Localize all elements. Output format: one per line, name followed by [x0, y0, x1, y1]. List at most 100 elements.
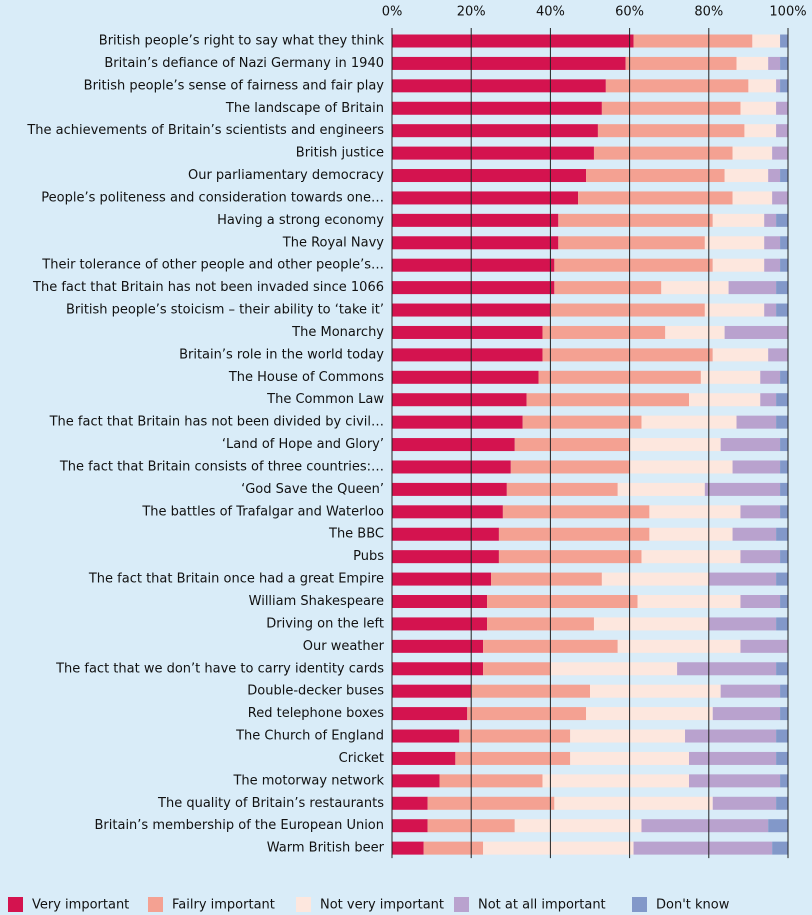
bar-segment: [392, 841, 424, 855]
bar-segment: [780, 482, 788, 496]
bar-segment: [423, 841, 484, 855]
category-label: Our weather: [303, 639, 385, 654]
bar-segment: [776, 101, 788, 115]
bar-segment: [427, 796, 555, 810]
bar-segment: [498, 527, 650, 541]
bar-segment: [689, 774, 781, 788]
bar-segment: [665, 325, 725, 339]
bar-segment: [392, 370, 539, 384]
category-label: The fact that Britain consists of three …: [59, 459, 384, 474]
bar-segment: [704, 482, 781, 496]
category-label: The House of Commons: [228, 370, 384, 385]
bar-segment: [780, 34, 788, 48]
bar-segment: [392, 281, 555, 295]
x-tick-label: 40%: [536, 5, 565, 20]
bar-segment: [712, 348, 769, 362]
bar-segment: [704, 303, 765, 317]
bar-segment: [578, 191, 733, 205]
bar-segment: [712, 258, 765, 272]
bar-segment: [586, 707, 713, 721]
bar-segment: [625, 56, 737, 70]
bar-segment: [392, 258, 555, 272]
x-tick-label: 100%: [769, 5, 806, 20]
bar-segment: [724, 169, 769, 183]
bar-segment: [740, 639, 788, 653]
bar-segment: [780, 438, 788, 452]
bar-segment: [776, 393, 788, 407]
bar-segment: [649, 527, 733, 541]
bar-segment: [498, 550, 642, 564]
bar-segment: [776, 572, 788, 586]
bar-segment: [392, 169, 587, 183]
bar-segment: [593, 146, 733, 160]
bar-segment: [736, 56, 769, 70]
bar-segment: [768, 348, 788, 362]
bar-segment: [617, 639, 741, 653]
bar-segment: [502, 505, 650, 519]
category-label: Britain’s role in the world today: [179, 347, 384, 362]
category-label: The Common Law: [266, 392, 384, 407]
bar-segment: [392, 751, 456, 765]
bar-segment: [689, 393, 761, 407]
bar-segment: [392, 617, 488, 631]
bar-segment: [776, 751, 788, 765]
bar-segment: [392, 79, 606, 93]
bar-segment: [455, 751, 571, 765]
bar-segment: [392, 460, 511, 474]
bar-segment: [392, 550, 499, 564]
bar-segment: [526, 393, 689, 407]
bar-segment: [728, 281, 777, 295]
bar-segment: [772, 191, 788, 205]
bar-segment: [439, 774, 543, 788]
bar-segment: [744, 124, 777, 138]
category-label: British justice: [296, 146, 384, 161]
category-label: ‘God Save the Queen’: [241, 482, 384, 497]
bar-segment: [677, 662, 777, 676]
category-label: Britain’s membership of the European Uni…: [95, 818, 385, 833]
bar-segment: [780, 169, 788, 183]
bar-segment: [617, 482, 705, 496]
bar-segment: [740, 595, 781, 608]
bar-segment: [641, 550, 741, 564]
bar-segment: [708, 572, 777, 586]
bar-segment: [768, 169, 781, 183]
bar-segment: [514, 819, 642, 833]
bar-segment: [780, 684, 788, 698]
bar-segment: [772, 146, 788, 160]
bar-segment: [392, 325, 543, 339]
bar-segment: [392, 236, 559, 250]
bar-segment: [768, 56, 781, 70]
category-label: Our parliamentary democracy: [188, 168, 384, 183]
bar-segment: [720, 684, 781, 698]
bar-segment: [392, 707, 468, 721]
bar-segment: [522, 415, 642, 429]
category-label: Their tolerance of other people and othe…: [41, 258, 384, 273]
bar-segment: [776, 617, 788, 631]
bar-segment: [661, 281, 729, 295]
bar-segment: [780, 550, 788, 564]
bar-segment: [732, 146, 773, 160]
bar-segment: [554, 796, 713, 810]
category-label: Warm British beer: [267, 841, 385, 856]
bar-segment: [570, 729, 686, 743]
bar-segment: [392, 527, 499, 541]
category-label: The BBC: [328, 527, 384, 542]
bar-segment: [487, 617, 594, 631]
bar-segment: [542, 325, 666, 339]
bar-segment: [392, 146, 594, 160]
bar-segment: [776, 213, 788, 227]
bar-segment: [629, 438, 721, 452]
bar-segment: [487, 595, 638, 608]
category-label: Pubs: [353, 549, 384, 564]
bar-segment: [712, 707, 781, 721]
category-label: The motorway network: [232, 773, 384, 788]
bar-segment: [732, 460, 781, 474]
bar-segment: [392, 101, 602, 115]
bar-segment: [392, 572, 491, 586]
bar-segment: [780, 774, 788, 788]
category-label: Having a strong economy: [217, 213, 384, 228]
bar-segment: [700, 370, 761, 384]
legend-swatch: [148, 897, 163, 912]
bar-segment: [605, 79, 749, 93]
